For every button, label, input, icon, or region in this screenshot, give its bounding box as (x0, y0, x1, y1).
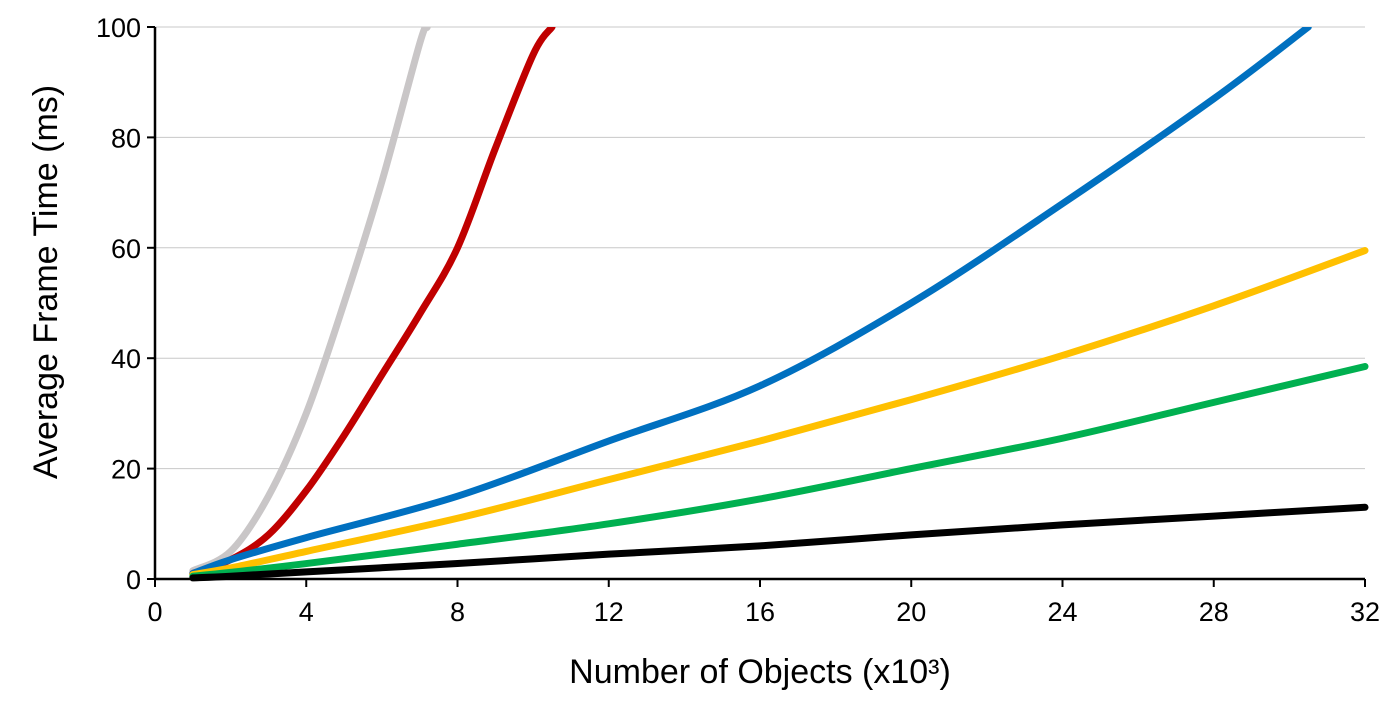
y-tick-label: 40 (111, 344, 141, 374)
x-tick-label: 24 (1047, 597, 1077, 627)
series-line-3 (189, 27, 1312, 577)
series-line-1 (189, 27, 431, 575)
y-axis-title: Average Frame Time (ms) (27, 85, 65, 479)
y-tick-label: 60 (111, 234, 141, 264)
tick-labels: 0 20 40 60 80 100 0 4 8 12 16 20 24 28 32 (96, 13, 1380, 627)
y-tick-label: 20 (111, 455, 141, 485)
y-tick-label: 0 (126, 565, 141, 595)
x-tick-label: 16 (745, 597, 775, 627)
x-tick-label: 8 (450, 597, 465, 627)
x-tick-label: 32 (1350, 597, 1380, 627)
y-tick-label: 100 (96, 13, 141, 43)
y-tick-label: 80 (111, 123, 141, 153)
series-line-2 (189, 27, 556, 577)
x-tick-label: 12 (594, 597, 624, 627)
grid-lines (155, 26, 1365, 470)
series-line-4 (189, 247, 1369, 579)
x-tick-label: 20 (896, 597, 926, 627)
series-line-5 (189, 362, 1369, 580)
series-line-6 (189, 503, 1369, 582)
axes (147, 26, 1366, 587)
series-layer (189, 27, 1369, 582)
x-tick-label: 28 (1199, 597, 1229, 627)
x-axis-title: Number of Objects (x10³) (569, 653, 951, 691)
x-tick-label: 4 (299, 597, 314, 627)
x-tick-label: 0 (147, 597, 162, 627)
